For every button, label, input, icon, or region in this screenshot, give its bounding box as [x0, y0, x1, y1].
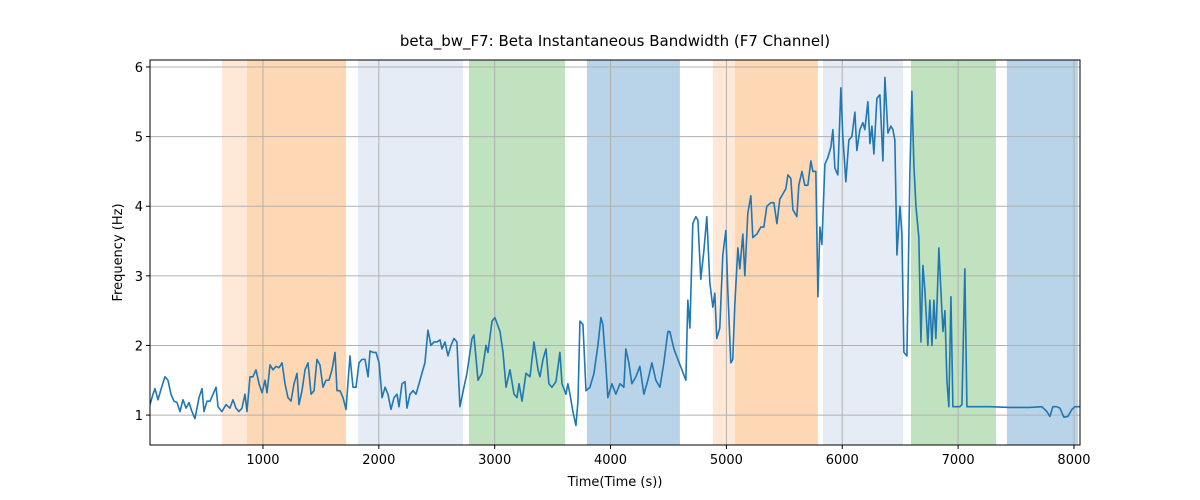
span: [221, 60, 247, 445]
axes-frame: [149, 59, 1081, 446]
span: [822, 60, 903, 445]
span: [357, 60, 463, 445]
span: [734, 60, 818, 445]
chart-title: beta_bw_F7: Beta Instantaneous Bandwidth…: [400, 32, 830, 51]
y-tick-label: 4: [135, 200, 143, 215]
y-tick-label: 6: [135, 61, 143, 76]
span: [246, 60, 347, 445]
grid: [150, 60, 1080, 445]
span: [1006, 60, 1078, 445]
x-tick-label: 5000: [710, 453, 743, 468]
y-tick-label: 3: [135, 270, 143, 285]
x-tick-label: 2000: [362, 453, 395, 468]
y-tick-label: 2: [135, 339, 143, 354]
x-tick-label: 3000: [478, 453, 511, 468]
x-tick-label: 7000: [942, 453, 975, 468]
ticks: 1000 2000 3000 4000 5000 6000 7000 8000 1 2 3 4 5 6: [135, 61, 1091, 468]
span: [712, 60, 735, 445]
x-tick-label: 8000: [1057, 453, 1090, 468]
y-tick-label: 1: [135, 409, 143, 424]
lines: [150, 76, 1080, 427]
y-tick-label: 5: [135, 131, 143, 146]
x-tick-label: 6000: [826, 453, 859, 468]
x-axis-label: Time(Time (s)): [567, 475, 663, 490]
x-tick-label: 4000: [594, 453, 627, 468]
x-tick-label: 1000: [246, 453, 279, 468]
span: [468, 60, 566, 445]
span: [910, 60, 997, 445]
span: [586, 60, 680, 445]
y-axis-label: Frequency (Hz): [111, 203, 126, 301]
series-line: [150, 76, 1080, 427]
